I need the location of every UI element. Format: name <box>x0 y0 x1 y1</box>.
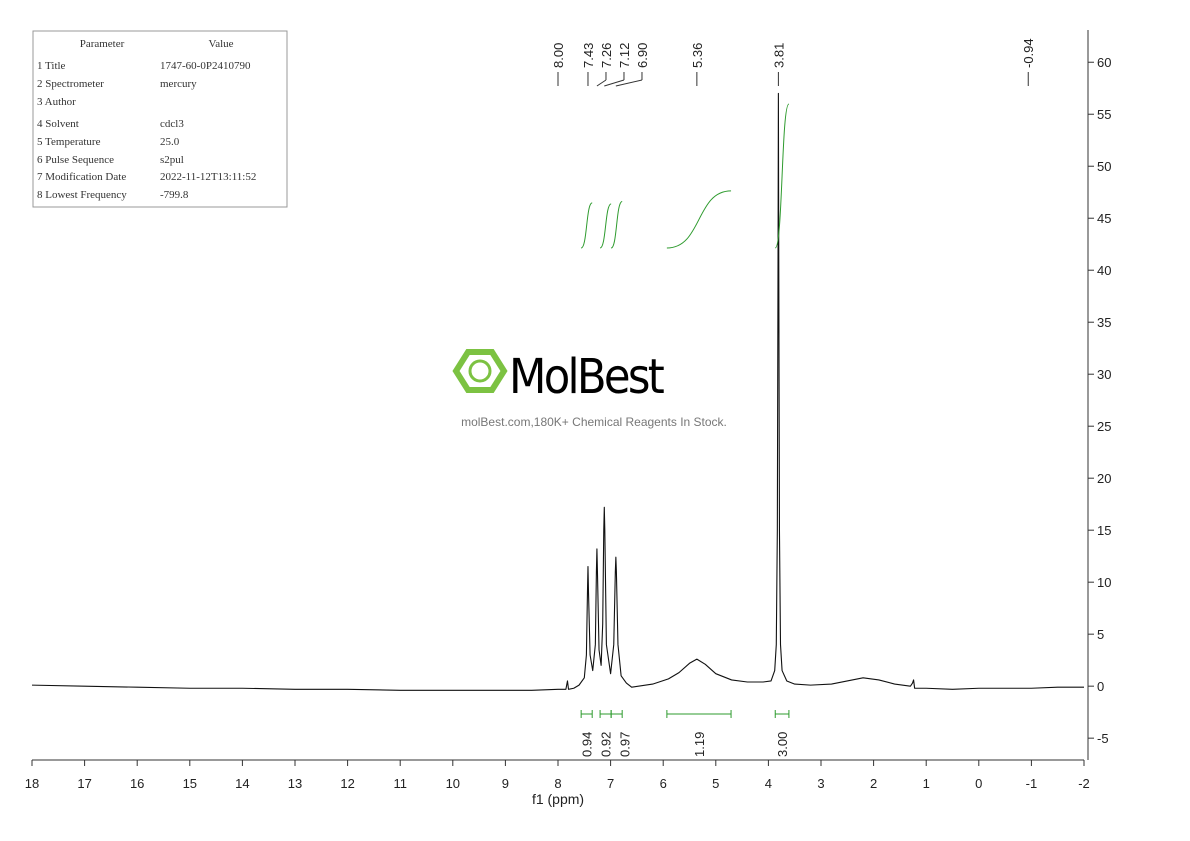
integral-curve <box>599 203 612 249</box>
peak-label: 5.36 <box>690 43 705 68</box>
y-tick-label: 45 <box>1097 211 1111 226</box>
integral-curve <box>774 103 790 249</box>
peak-label: 7.12 <box>617 43 632 68</box>
peak-label: -0.94 <box>1021 38 1036 68</box>
table-header: Parameter <box>80 38 125 50</box>
x-axis-label: f1 (ppm) <box>532 791 584 807</box>
x-tick-label: 7 <box>607 776 614 791</box>
y-tick-label: 20 <box>1097 471 1111 486</box>
peak-label: 7.26 <box>599 43 614 68</box>
y-tick-label: 40 <box>1097 263 1111 278</box>
integral-curve <box>666 190 732 249</box>
parameter-table: Parameter Value 1 Title 1747-60-0P2410790 2 … <box>32 30 288 208</box>
x-tick-label: 4 <box>765 776 772 791</box>
table-key: 6 Pulse Sequence <box>37 154 114 166</box>
integral-label: 1.19 <box>692 732 707 757</box>
x-tick-label: 12 <box>340 776 354 791</box>
y-tick-label: 30 <box>1097 367 1111 382</box>
table-value: -799.8 <box>160 189 189 201</box>
x-tick-label: 3 <box>817 776 824 791</box>
x-tick-label: 13 <box>288 776 302 791</box>
table-header: Value <box>208 38 233 50</box>
table-frame <box>32 30 288 208</box>
y-tick-label: 10 <box>1097 575 1111 590</box>
x-tick-label: 1 <box>923 776 930 791</box>
table-key: 3 Author <box>37 96 76 108</box>
x-tick-label: 17 <box>77 776 91 791</box>
x-tick-label: 11 <box>393 776 407 791</box>
y-tick-label: 55 <box>1097 107 1111 122</box>
table-value: cdcl3 <box>160 118 184 130</box>
y-tick-label: 25 <box>1097 419 1111 434</box>
table-value: mercury <box>160 78 197 90</box>
spectrum-line <box>31 92 1084 691</box>
x-tick-label: 15 <box>183 776 197 791</box>
x-tick-label: 0 <box>975 776 982 791</box>
integral-label: 0.94 <box>580 732 595 757</box>
x-tick-label: -2 <box>1078 776 1090 791</box>
integral-label: 0.92 <box>599 732 614 757</box>
x-tick-label: -1 <box>1026 776 1038 791</box>
table-value: 1747-60-0P2410790 <box>160 60 251 72</box>
x-tick-label: 5 <box>712 776 719 791</box>
x-tick-label: 18 <box>25 776 39 791</box>
peak-connector <box>604 79 625 87</box>
table-value: 25.0 <box>160 136 180 148</box>
watermark-brand: MolBest <box>509 349 664 405</box>
x-tick-label: 14 <box>235 776 249 791</box>
watermark: MolBest molBest.com,180K+ Chemical Reage… <box>452 349 727 429</box>
table-key: 7 Modification Date <box>37 171 126 183</box>
peak-label: 6.90 <box>635 43 650 68</box>
logo-hexagon <box>452 349 508 393</box>
integral-curve <box>580 202 593 249</box>
y-tick-label: 0 <box>1097 679 1104 694</box>
table-key: 4 Solvent <box>37 118 79 130</box>
y-tick-label: -5 <box>1097 731 1109 746</box>
table-key: 2 Spectrometer <box>37 78 104 90</box>
table-value: 2022-11-12T13:11:52 <box>160 171 256 183</box>
peak-connector <box>615 79 643 87</box>
integral-label: 0.97 <box>618 732 633 757</box>
y-tick-label: 50 <box>1097 159 1111 174</box>
integral-curve <box>610 200 623 249</box>
peak-label: 7.43 <box>581 43 596 68</box>
y-tick-label: 5 <box>1097 627 1104 642</box>
peak-label: 3.81 <box>771 43 786 68</box>
table-key: 8 Lowest Frequency <box>37 189 127 201</box>
peak-connector <box>596 79 607 87</box>
x-tick-label: 8 <box>554 776 561 791</box>
x-tick-label: 10 <box>446 776 460 791</box>
y-tick-label: 35 <box>1097 315 1111 330</box>
y-tick-label: 15 <box>1097 523 1111 538</box>
x-tick-label: 16 <box>130 776 144 791</box>
logo-ring <box>468 359 492 383</box>
y-tick-label: 60 <box>1097 55 1111 70</box>
integral-label: 3.00 <box>775 732 790 757</box>
table-key: 1 Title <box>37 60 66 72</box>
table-key: 5 Temperature <box>37 136 101 148</box>
x-tick-label: 6 <box>660 776 667 791</box>
watermark-tagline: molBest.com,180K+ Chemical Reagents In S… <box>461 415 727 429</box>
table-value: s2pul <box>160 154 184 166</box>
peak-label: 8.00 <box>551 43 566 68</box>
x-tick-label: 2 <box>870 776 877 791</box>
x-tick-label: 9 <box>502 776 509 791</box>
